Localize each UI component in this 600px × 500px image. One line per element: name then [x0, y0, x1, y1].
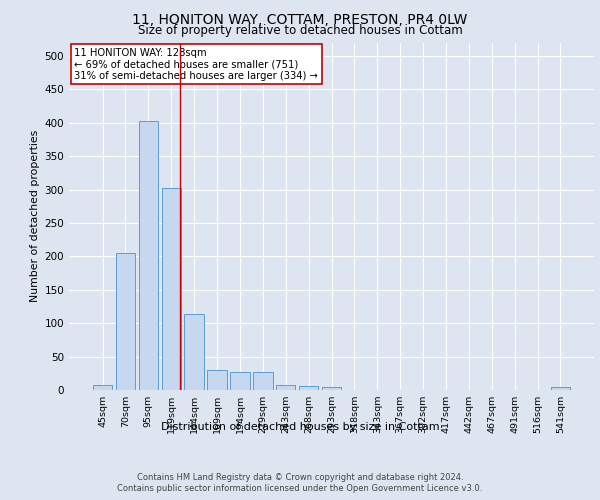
Bar: [322, 388, 341, 390]
Bar: [116, 253, 135, 390]
Bar: [230, 372, 250, 390]
Text: Contains HM Land Registry data © Crown copyright and database right 2024.: Contains HM Land Registry data © Crown c…: [137, 472, 463, 482]
Bar: [551, 388, 570, 390]
Text: 11, HONITON WAY, COTTAM, PRESTON, PR4 0LW: 11, HONITON WAY, COTTAM, PRESTON, PR4 0L…: [133, 12, 467, 26]
Text: 11 HONITON WAY: 128sqm
← 69% of detached houses are smaller (751)
31% of semi-de: 11 HONITON WAY: 128sqm ← 69% of detached…: [74, 48, 318, 81]
Bar: [184, 314, 204, 390]
Bar: [208, 370, 227, 390]
Bar: [276, 384, 295, 390]
Bar: [253, 372, 272, 390]
Bar: [299, 386, 319, 390]
Text: Size of property relative to detached houses in Cottam: Size of property relative to detached ho…: [137, 24, 463, 37]
Bar: [161, 188, 181, 390]
Bar: [93, 384, 112, 390]
Y-axis label: Number of detached properties: Number of detached properties: [30, 130, 40, 302]
Text: Distribution of detached houses by size in Cottam: Distribution of detached houses by size …: [161, 422, 439, 432]
Text: Contains public sector information licensed under the Open Government Licence v3: Contains public sector information licen…: [118, 484, 482, 493]
Bar: [139, 120, 158, 390]
